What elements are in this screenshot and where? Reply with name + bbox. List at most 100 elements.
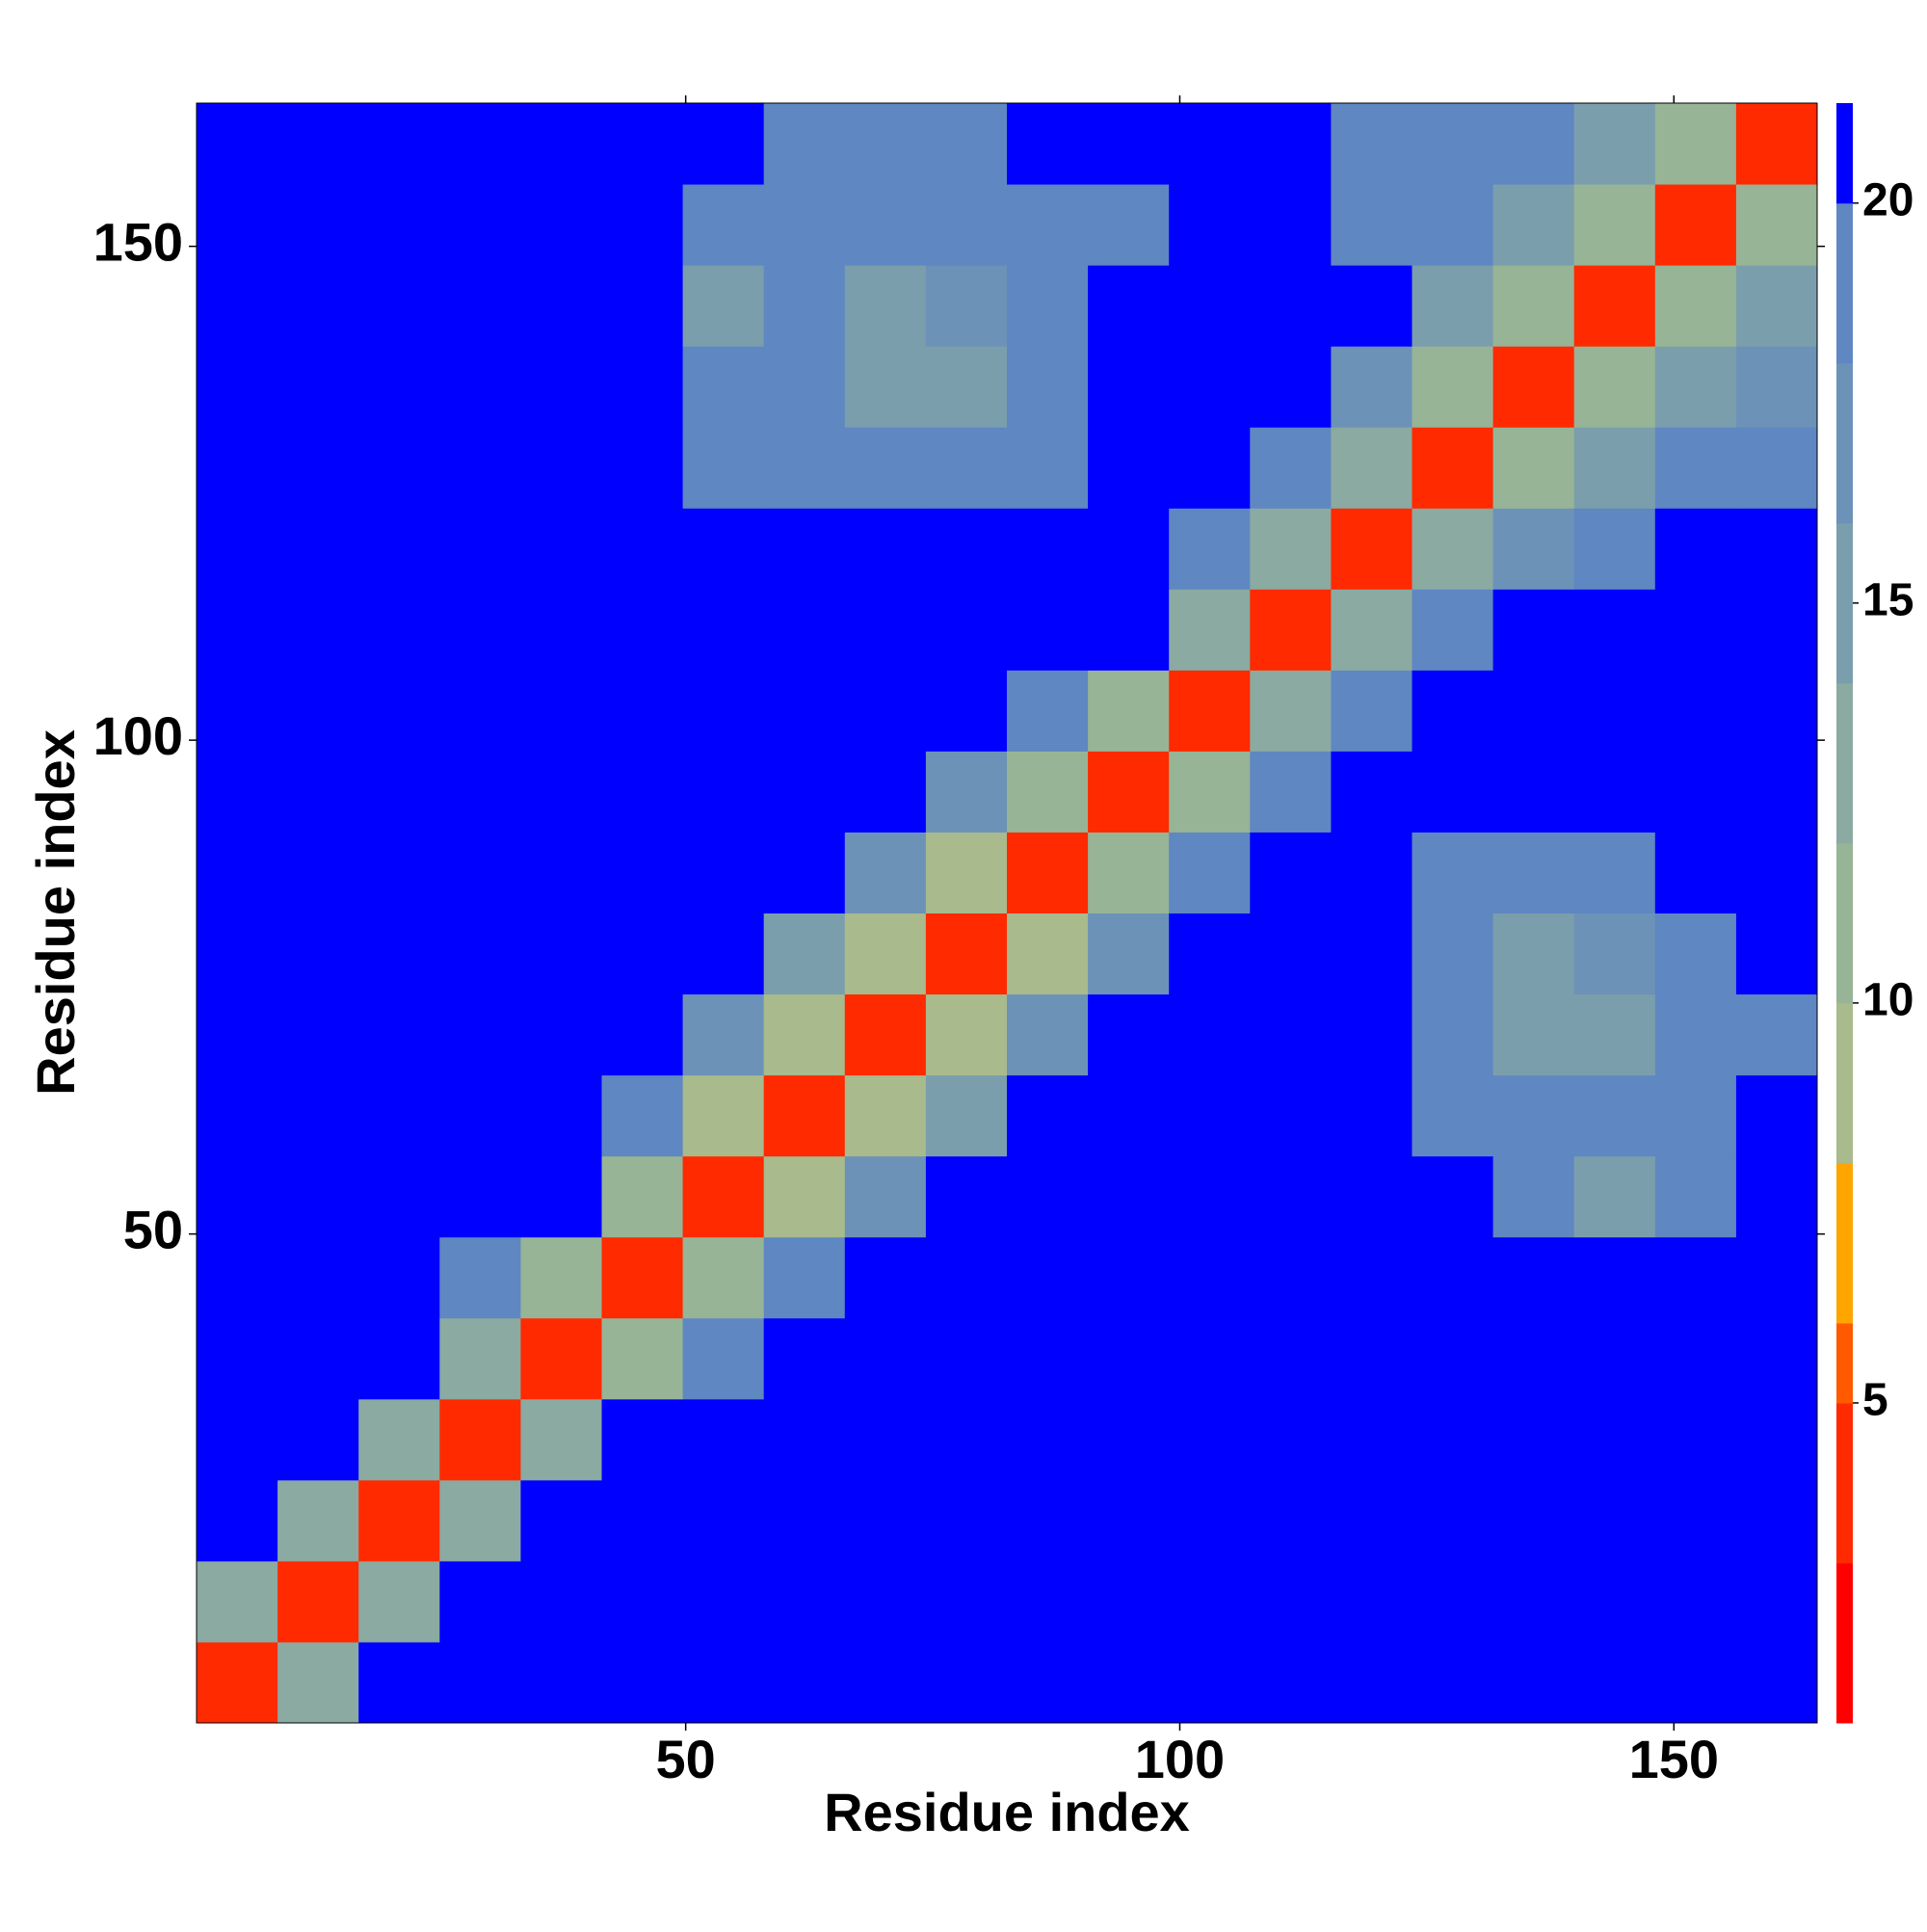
- heatmap-cell: [925, 103, 1008, 185]
- heatmap-cell: [358, 1560, 440, 1643]
- heatmap-cell: [1331, 508, 1412, 590]
- heatmap-cell: [439, 1641, 521, 1724]
- heatmap-cell: [1088, 993, 1170, 1076]
- heatmap-cell: [1088, 1236, 1170, 1319]
- heatmap-cell: [1735, 1479, 1818, 1562]
- heatmap-cell: [1088, 508, 1170, 590]
- colorbar-segment: [1836, 682, 1853, 844]
- heatmap-cell: [277, 832, 359, 913]
- heatmap-cell: [1735, 589, 1818, 671]
- heatmap-cell: [277, 265, 359, 347]
- heatmap-cell: [197, 184, 278, 266]
- heatmap-cell: [1573, 1641, 1656, 1724]
- heatmap-cell: [439, 913, 521, 995]
- heatmap-cell: [1573, 913, 1656, 995]
- heatmap-cell: [277, 913, 359, 995]
- heatmap-cell: [1169, 265, 1251, 347]
- heatmap-cell: [682, 751, 765, 833]
- heatmap-cell: [1331, 184, 1412, 266]
- heatmap-cell: [1088, 1479, 1170, 1562]
- heatmap-cell: [1412, 1155, 1494, 1238]
- heatmap-cell: [1492, 670, 1575, 752]
- heatmap-cell: [682, 1560, 765, 1643]
- heatmap-cell: [1250, 1317, 1332, 1400]
- heatmap-cell: [277, 1479, 359, 1562]
- heatmap-cell: [682, 427, 765, 509]
- heatmap-cell: [682, 1398, 765, 1481]
- heatmap-cell: [844, 1560, 927, 1643]
- heatmap-cell: [520, 1560, 602, 1643]
- heatmap-cell: [1654, 589, 1737, 671]
- heatmap-cell: [1654, 1641, 1737, 1724]
- heatmap-cell: [277, 1317, 359, 1400]
- heatmap-cell: [277, 1641, 359, 1724]
- heatmap-cell: [1331, 832, 1412, 913]
- heatmap-cell: [1169, 508, 1251, 590]
- heatmap-cell: [1573, 508, 1656, 590]
- heatmap-cell: [682, 1074, 765, 1157]
- heatmap-cell: [1250, 427, 1332, 509]
- heatmap-cell: [197, 1317, 278, 1400]
- heatmap-cell: [844, 508, 927, 590]
- heatmap-cell: [1250, 589, 1332, 671]
- heatmap-cell: [1007, 670, 1089, 752]
- colorbar-segment: [1836, 202, 1853, 364]
- heatmap-cell: [277, 1236, 359, 1319]
- heatmap-cell: [763, 1641, 846, 1724]
- heatmap-cell: [925, 670, 1008, 752]
- heatmap-cell: [1331, 265, 1412, 347]
- heatmap-cell: [925, 1479, 1008, 1562]
- heatmap-cell: [601, 832, 684, 913]
- heatmap-cell: [1573, 103, 1656, 185]
- heatmap-cell: [1573, 1236, 1656, 1319]
- heatmap-cell: [358, 1317, 440, 1400]
- heatmap-cell: [1331, 751, 1412, 833]
- heatmap-cell: [1654, 751, 1737, 833]
- heatmap-cell: [1412, 832, 1494, 913]
- heatmap-cell: [1331, 1155, 1412, 1238]
- heatmap-cell: [439, 1317, 521, 1400]
- heatmap-cell: [439, 589, 521, 671]
- heatmap-cell: [520, 589, 602, 671]
- heatmap-cell: [1250, 913, 1332, 995]
- heatmap-cell: [1250, 1236, 1332, 1319]
- heatmap-cell: [1250, 1560, 1332, 1643]
- heatmap-cell: [1573, 670, 1656, 752]
- heatmap-cell: [1573, 589, 1656, 671]
- heatmap-cell: [439, 103, 521, 185]
- heatmap-cell: [1492, 832, 1575, 913]
- heatmap-cell: [1412, 1236, 1494, 1319]
- heatmap-cell: [1573, 832, 1656, 913]
- heatmap-cell: [1573, 1074, 1656, 1157]
- heatmap-cell: [1735, 1560, 1818, 1643]
- heatmap-cell: [1573, 427, 1656, 509]
- heatmap-cell: [1250, 751, 1332, 833]
- heatmap-cell: [439, 1236, 521, 1319]
- heatmap-cell: [763, 832, 846, 913]
- heatmap-cell: [197, 589, 278, 671]
- heatmap-cell: [1654, 913, 1737, 995]
- x-tick-label: 100: [1135, 1729, 1225, 1789]
- heatmap-cell: [1654, 427, 1737, 509]
- heatmap-cell: [1169, 1317, 1251, 1400]
- heatmap-cell: [925, 751, 1008, 833]
- heatmap-cell: [520, 1236, 602, 1319]
- heatmap-cell: [358, 913, 440, 995]
- heatmap-cell: [844, 993, 927, 1076]
- heatmap-cell: [1007, 346, 1089, 428]
- y-tick-label: 50: [123, 1199, 183, 1259]
- heatmap-cell: [358, 1398, 440, 1481]
- heatmap-cell: [1007, 508, 1089, 590]
- heatmap-cell: [197, 913, 278, 995]
- heatmap-cell: [1331, 1236, 1412, 1319]
- heatmap-cell: [601, 1398, 684, 1481]
- heatmap-cell: [1412, 265, 1494, 347]
- heatmap-cell: [1007, 103, 1089, 185]
- heatmap-cell: [844, 346, 927, 428]
- heatmap-cell: [1331, 913, 1412, 995]
- heatmap-cell: [1169, 427, 1251, 509]
- heatmap-cell: [1007, 1560, 1089, 1643]
- heatmap-cell: [601, 1641, 684, 1724]
- heatmap-cell: [520, 265, 602, 347]
- heatmap-cell: [1088, 265, 1170, 347]
